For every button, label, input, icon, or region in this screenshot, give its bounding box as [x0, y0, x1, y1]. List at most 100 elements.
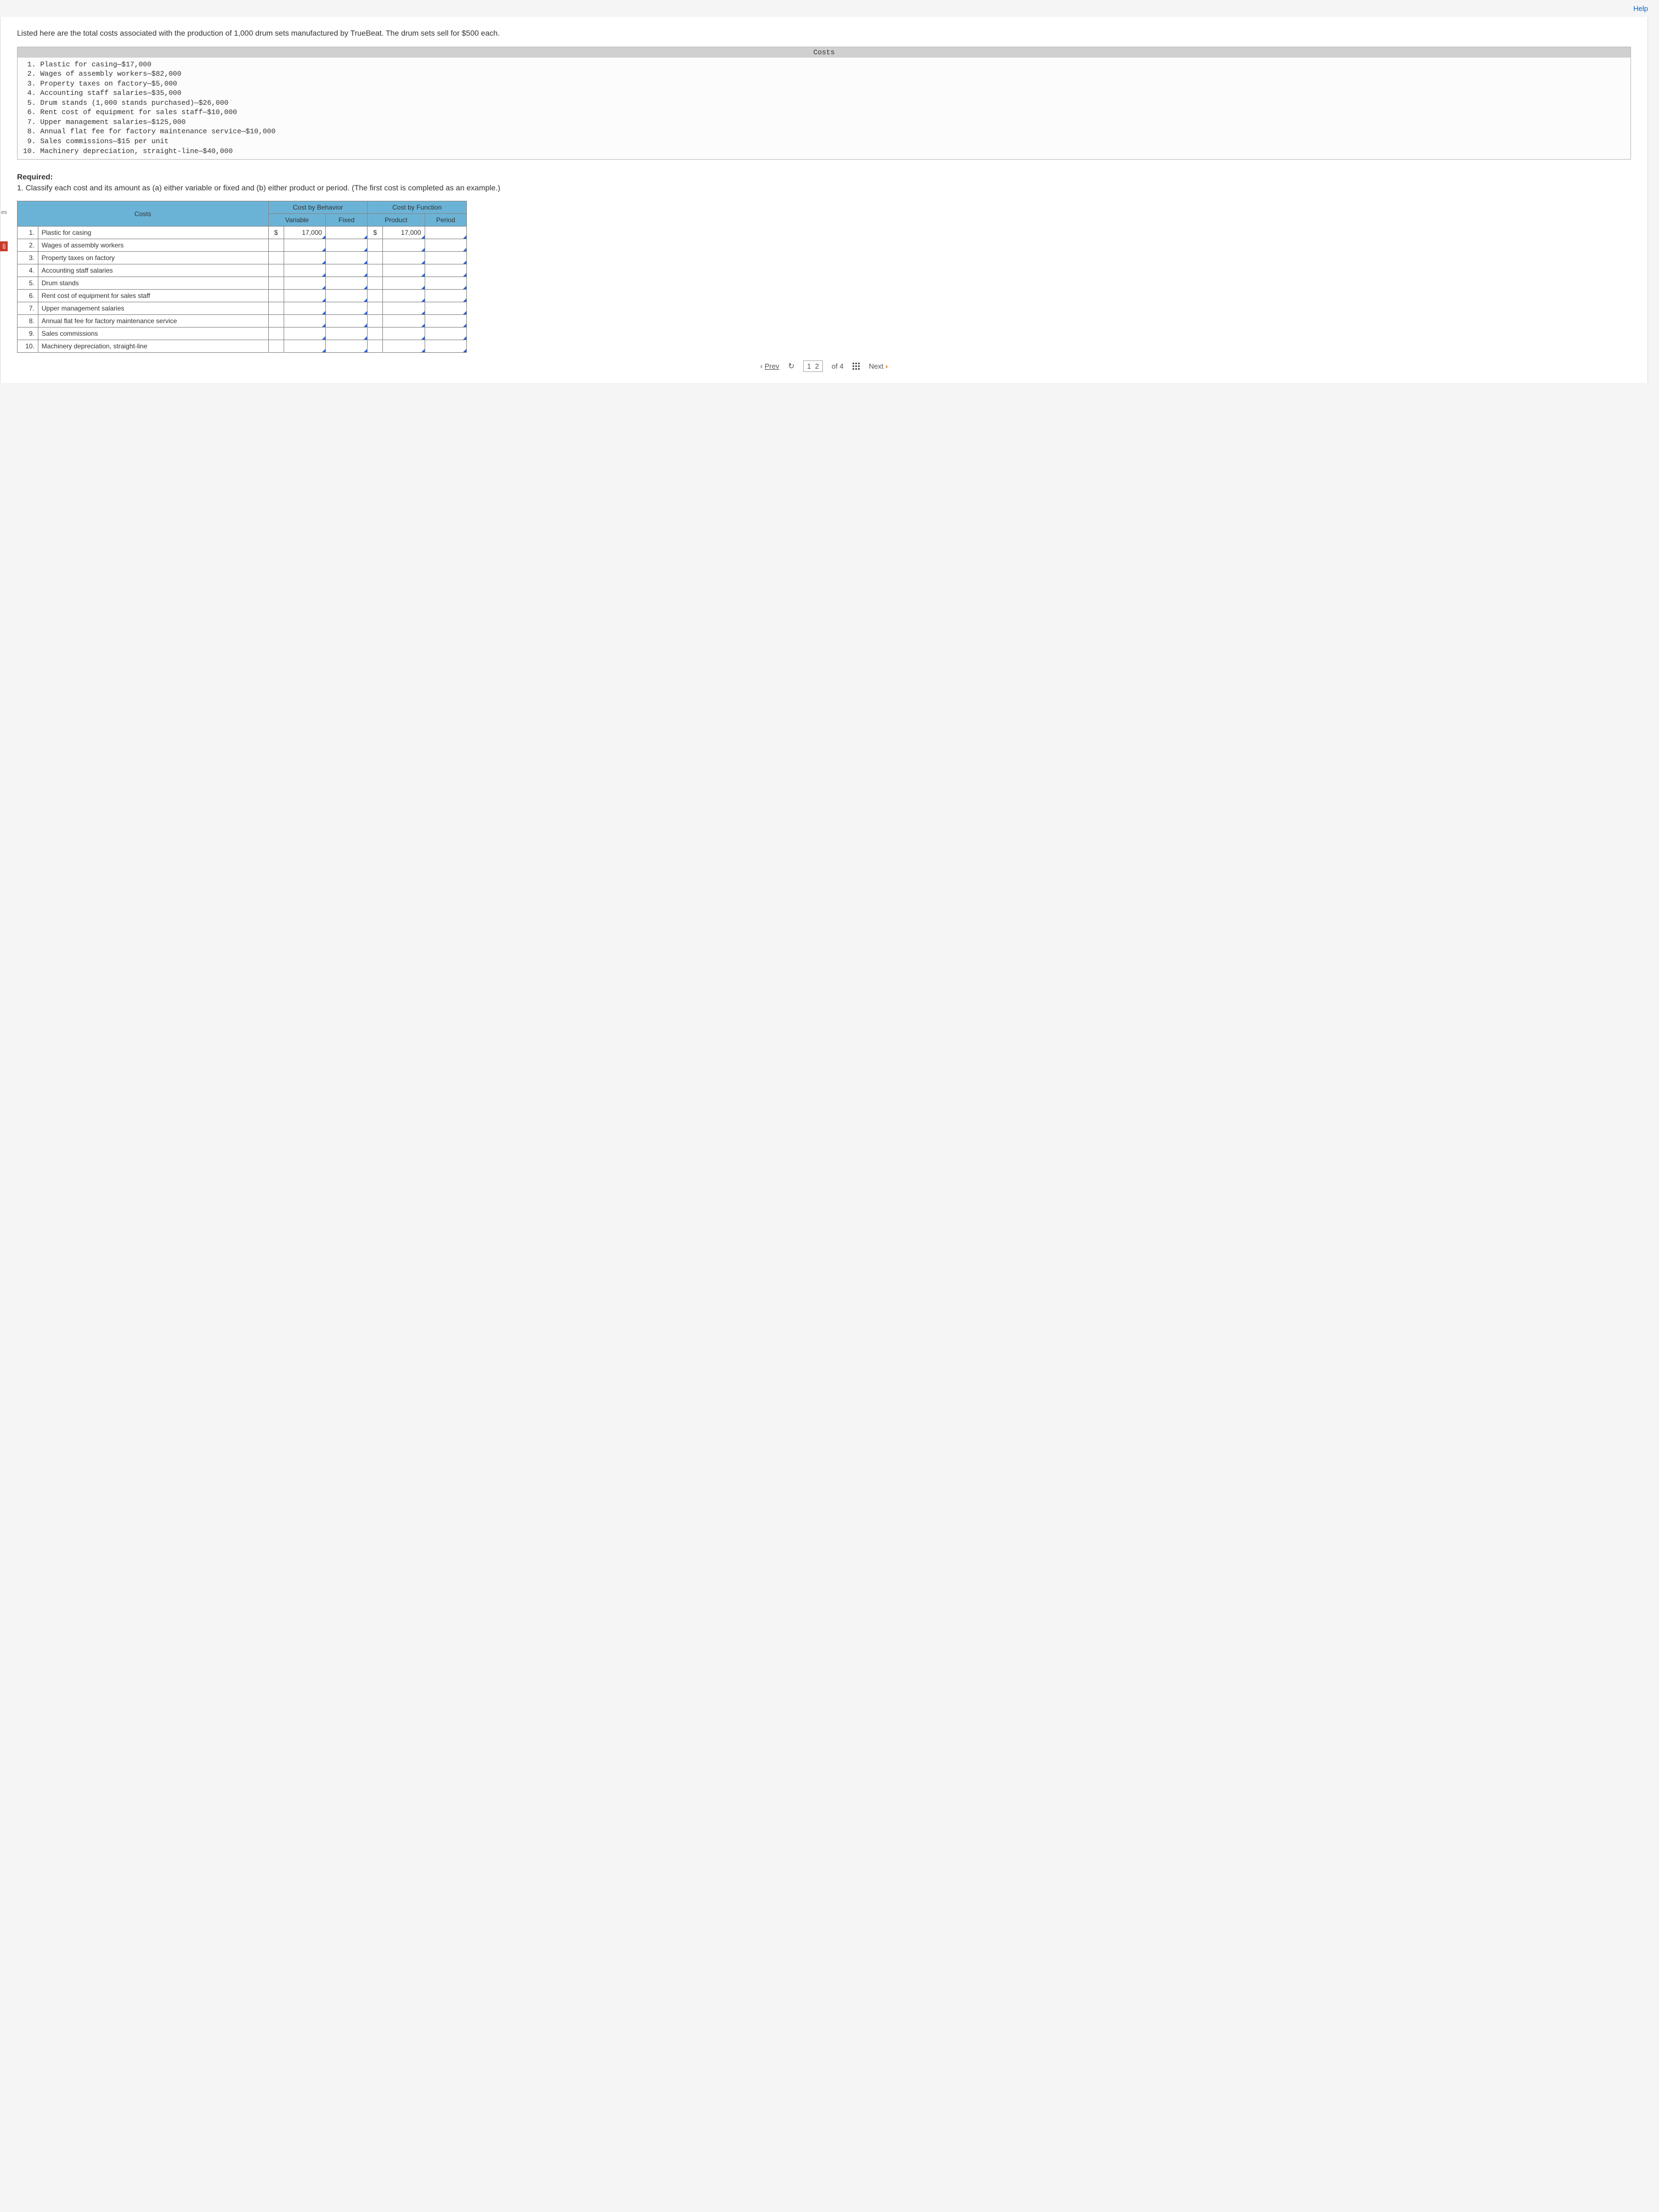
period-value[interactable] — [425, 264, 466, 277]
prev-label: Prev — [765, 362, 780, 370]
product-currency[interactable] — [368, 340, 383, 353]
row-num: 7. — [18, 302, 38, 315]
cost-label[interactable]: Machinery depreciation, straight-line — [38, 340, 268, 353]
fixed-value[interactable] — [325, 302, 367, 315]
prev-link[interactable]: ‹ Prev — [760, 362, 780, 370]
cost-label[interactable]: Wages of assembly workers — [38, 239, 268, 252]
table-row: 6.Rent cost of equipment for sales staff — [18, 290, 467, 302]
cost-label[interactable]: Annual flat fee for factory maintenance … — [38, 315, 268, 328]
cost-label[interactable]: Sales commissions — [38, 328, 268, 340]
period-value[interactable] — [425, 340, 466, 353]
side-tab[interactable]: on — [0, 241, 8, 251]
variable-value[interactable] — [284, 239, 325, 252]
fixed-value[interactable] — [325, 328, 367, 340]
fixed-value[interactable] — [325, 315, 367, 328]
fixed-value[interactable] — [325, 340, 367, 353]
period-value[interactable] — [425, 315, 466, 328]
next-link[interactable]: Next › — [869, 362, 888, 370]
variable-value[interactable] — [284, 328, 325, 340]
grid-icon[interactable] — [853, 363, 860, 370]
fixed-value[interactable] — [325, 252, 367, 264]
variable-value[interactable] — [284, 315, 325, 328]
product-value[interactable] — [383, 290, 425, 302]
product-value[interactable] — [383, 328, 425, 340]
cost-label[interactable]: Accounting staff salaries — [38, 264, 268, 277]
row-num: 3. — [18, 252, 38, 264]
product-currency[interactable] — [368, 264, 383, 277]
th-function: Cost by Function — [368, 201, 467, 214]
cost-label[interactable]: Plastic for casing — [38, 227, 268, 239]
fixed-value[interactable] — [325, 264, 367, 277]
variable-value[interactable] — [284, 252, 325, 264]
period-value[interactable] — [425, 239, 466, 252]
period-value[interactable] — [425, 328, 466, 340]
variable-value[interactable] — [284, 340, 325, 353]
page-current: 1 — [807, 362, 811, 370]
variable-currency[interactable] — [268, 315, 284, 328]
cost-label[interactable]: Upper management salaries — [38, 302, 268, 315]
intro-paragraph: Listed here are the total costs associat… — [17, 28, 1631, 39]
row-num: 1. — [18, 227, 38, 239]
fixed-value[interactable] — [325, 277, 367, 290]
left-stub-text: es — [0, 208, 8, 217]
product-currency[interactable]: $ — [368, 227, 383, 239]
table-row: 10.Machinery depreciation, straight-line — [18, 340, 467, 353]
variable-currency[interactable] — [268, 328, 284, 340]
fixed-value[interactable] — [325, 290, 367, 302]
required-label: Required: — [17, 172, 53, 181]
row-num: 6. — [18, 290, 38, 302]
classification-table: Costs Cost by Behavior Cost by Function … — [17, 201, 467, 353]
product-currency[interactable] — [368, 277, 383, 290]
table-row: 9.Sales commissions — [18, 328, 467, 340]
product-currency[interactable] — [368, 252, 383, 264]
row-num: 5. — [18, 277, 38, 290]
variable-currency[interactable] — [268, 239, 284, 252]
variable-currency[interactable] — [268, 252, 284, 264]
variable-value[interactable] — [284, 264, 325, 277]
variable-currency[interactable]: $ — [268, 227, 284, 239]
product-value[interactable]: 17,000 — [383, 227, 425, 239]
product-value[interactable] — [383, 252, 425, 264]
row-num: 2. — [18, 239, 38, 252]
variable-value[interactable] — [284, 277, 325, 290]
period-value[interactable] — [425, 227, 466, 239]
cost-label[interactable]: Property taxes on factory — [38, 252, 268, 264]
product-value[interactable] — [383, 315, 425, 328]
variable-value[interactable] — [284, 302, 325, 315]
variable-value[interactable] — [284, 290, 325, 302]
row-num: 4. — [18, 264, 38, 277]
required-text: 1. Classify each cost and its amount as … — [17, 183, 500, 192]
period-value[interactable] — [425, 290, 466, 302]
product-currency[interactable] — [368, 290, 383, 302]
row-num: 8. — [18, 315, 38, 328]
cost-label[interactable]: Rent cost of equipment for sales staff — [38, 290, 268, 302]
product-currency[interactable] — [368, 315, 383, 328]
variable-currency[interactable] — [268, 290, 284, 302]
product-value[interactable] — [383, 264, 425, 277]
cost-label[interactable]: Drum stands — [38, 277, 268, 290]
product-currency[interactable] — [368, 328, 383, 340]
help-link[interactable]: Help — [1633, 4, 1648, 13]
product-value[interactable] — [383, 340, 425, 353]
variable-currency[interactable] — [268, 340, 284, 353]
product-currency[interactable] — [368, 302, 383, 315]
costs-box: Costs 1. Plastic for casing—$17,000 2. W… — [17, 47, 1631, 160]
page-other: 2 — [815, 362, 819, 370]
costs-list: 1. Plastic for casing—$17,000 2. Wages o… — [18, 58, 1630, 159]
product-value[interactable] — [383, 277, 425, 290]
period-value[interactable] — [425, 252, 466, 264]
fixed-value[interactable] — [325, 239, 367, 252]
table-row: 4.Accounting staff salaries — [18, 264, 467, 277]
fixed-value[interactable] — [325, 227, 367, 239]
page-box[interactable]: 1 2 — [803, 360, 823, 372]
th-variable: Variable — [268, 214, 325, 227]
period-value[interactable] — [425, 302, 466, 315]
product-value[interactable] — [383, 302, 425, 315]
product-currency[interactable] — [368, 239, 383, 252]
product-value[interactable] — [383, 239, 425, 252]
variable-currency[interactable] — [268, 277, 284, 290]
variable-currency[interactable] — [268, 264, 284, 277]
variable-value[interactable]: 17,000 — [284, 227, 325, 239]
period-value[interactable] — [425, 277, 466, 290]
variable-currency[interactable] — [268, 302, 284, 315]
